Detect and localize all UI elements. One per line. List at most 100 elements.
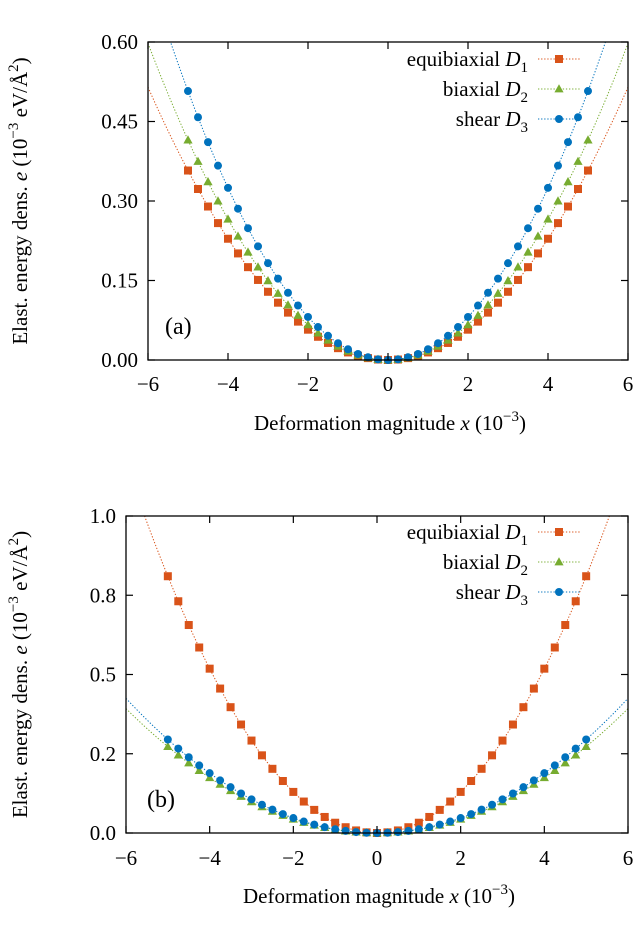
x-tick-label: 6: [623, 372, 634, 396]
data-point: [257, 800, 266, 809]
data-point: [173, 750, 183, 759]
panel-label: (a): [165, 314, 192, 340]
data-point: [554, 219, 562, 228]
data-point: [513, 262, 523, 271]
x-tick-label: 2: [455, 846, 466, 870]
data-point: [477, 805, 486, 814]
data-point: [529, 776, 538, 785]
panel-label: (b): [147, 787, 175, 813]
series-3: [126, 697, 628, 837]
data-point: [571, 750, 581, 759]
data-point: [243, 247, 253, 256]
series-3: [170, 42, 606, 364]
data-point: [320, 812, 329, 821]
data-point: [463, 320, 473, 329]
x-tick-label: −4: [198, 846, 221, 870]
plot-frame: [125, 515, 629, 834]
data-point: [467, 810, 476, 819]
data-point: [404, 826, 413, 835]
data-point: [304, 325, 312, 334]
data-point: [237, 720, 246, 729]
data-point: [424, 345, 432, 354]
fit-curve: [170, 42, 606, 360]
x-tick-label: 0: [383, 372, 394, 396]
data-point: [493, 288, 503, 297]
data-point: [226, 783, 235, 792]
x-tick-label: 4: [539, 846, 550, 870]
data-point: [273, 288, 283, 297]
x-axis-label: Deformation magnitude x (10−3): [254, 409, 526, 435]
data-point: [504, 287, 512, 296]
data-point: [514, 242, 522, 251]
x-tick-label: −2: [282, 846, 304, 870]
data-point: [434, 339, 442, 348]
legend-label: shear D3: [456, 107, 528, 136]
data-point: [414, 818, 423, 827]
data-point: [561, 621, 570, 630]
data-point: [453, 328, 463, 337]
data-point: [464, 312, 472, 321]
data-point: [574, 184, 582, 193]
data-point: [284, 288, 292, 297]
data-point: [163, 741, 173, 751]
data-point: [283, 300, 293, 309]
data-point: [574, 113, 582, 122]
data-point: [464, 325, 472, 334]
x-tick-label: 0: [372, 846, 383, 870]
x-axis-label: Deformation magnitude x (10−3): [243, 882, 515, 908]
data-point: [573, 156, 583, 165]
data-point: [224, 234, 232, 243]
data-point: [331, 818, 340, 827]
data-point: [456, 787, 465, 796]
data-point: [344, 345, 352, 354]
data-point: [529, 684, 538, 693]
data-point: [254, 275, 262, 284]
data-point: [425, 812, 434, 821]
data-point: [304, 312, 312, 321]
data-point: [184, 166, 192, 175]
data-point: [503, 276, 513, 285]
data-point: [414, 349, 422, 358]
data-point: [163, 735, 172, 744]
data-point: [435, 805, 444, 814]
legend-marker: [555, 55, 563, 63]
legend-marker: [555, 588, 563, 596]
data-point: [254, 242, 262, 251]
data-point: [393, 828, 402, 837]
data-point: [216, 776, 225, 785]
data-point: [504, 259, 512, 268]
data-point: [508, 720, 517, 729]
y-tick-label: 0.60: [101, 30, 138, 54]
data-point: [294, 317, 302, 326]
data-point: [563, 177, 573, 186]
data-point: [354, 349, 362, 358]
data-point: [213, 196, 223, 205]
data-point: [533, 231, 543, 240]
data-point: [524, 224, 532, 233]
data-point: [174, 744, 183, 753]
data-point: [456, 814, 465, 823]
legend-marker: [554, 557, 564, 566]
data-point: [534, 204, 542, 213]
y-axis-label: Elast. energy dens. e (10−3 eV/Å2): [6, 531, 32, 818]
data-point: [553, 196, 563, 205]
data-point: [278, 777, 287, 786]
data-point: [293, 310, 303, 319]
data-point: [274, 274, 282, 283]
data-point: [523, 247, 533, 256]
data-point: [583, 135, 593, 144]
y-tick-label: 0.45: [101, 110, 138, 134]
data-point: [193, 156, 203, 165]
data-point: [257, 751, 266, 760]
data-point: [268, 764, 277, 773]
data-point: [435, 820, 444, 829]
data-point: [205, 769, 214, 778]
data-point: [216, 684, 225, 693]
data-point: [324, 331, 332, 340]
data-point: [244, 263, 252, 272]
data-point: [508, 789, 517, 798]
x-tick-label: −6: [115, 846, 137, 870]
data-point: [233, 231, 243, 240]
